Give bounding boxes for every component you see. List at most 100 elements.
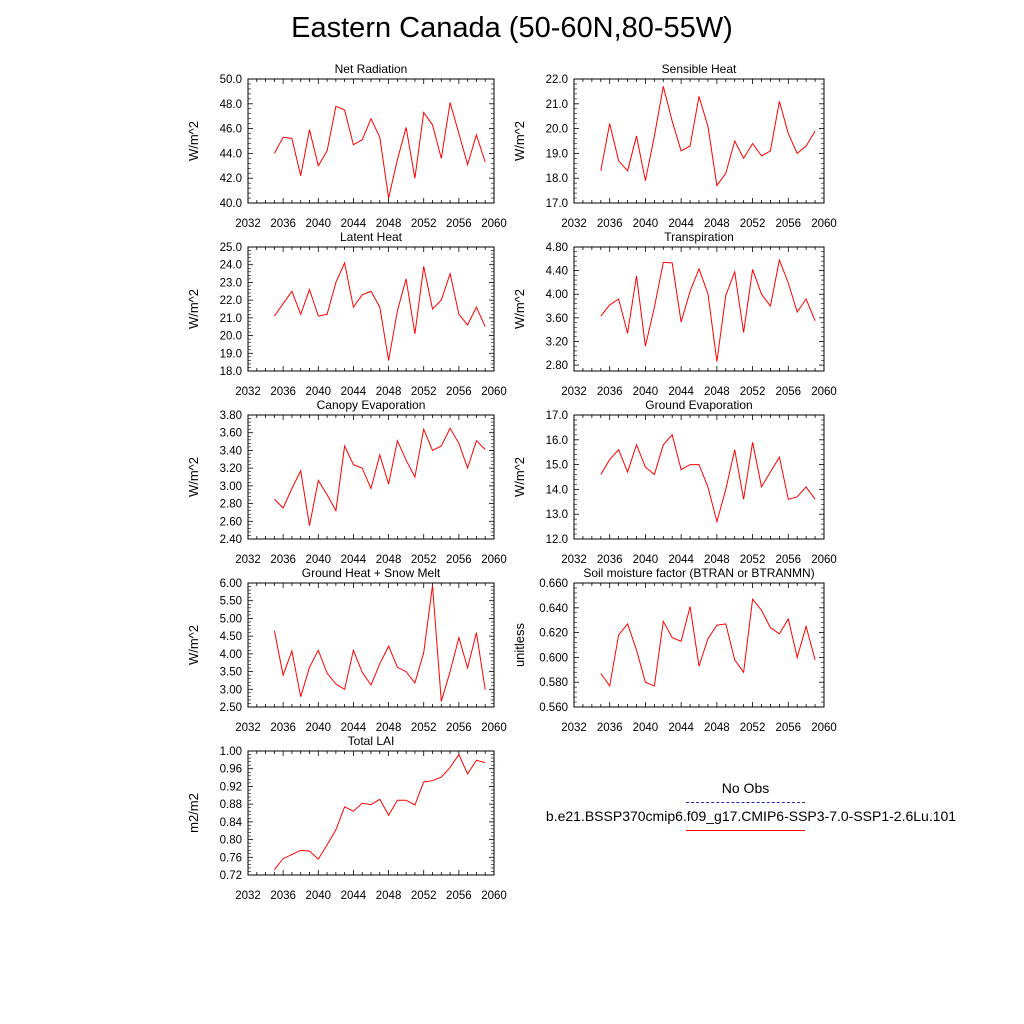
- x-tick-label: 2032: [561, 386, 587, 398]
- x-tick-label: 2044: [341, 554, 367, 566]
- y-tick-label: 0.76: [220, 852, 242, 864]
- chart-panel-3: Latent Heat W/m^2 2032 2036 2040 2044 2048 2052…: [186, 230, 507, 398]
- y-tick-label: 12.0: [546, 534, 568, 546]
- y-tick-label: 4.50: [220, 631, 242, 643]
- y-tick-label: 17.0: [546, 410, 568, 422]
- x-tick-label: 2048: [376, 218, 402, 230]
- y-tick-label: 0.72: [220, 870, 242, 882]
- plot-frame: [247, 750, 495, 876]
- y-tick-label: 0.640: [539, 603, 568, 615]
- x-tick-label: 2052: [740, 722, 766, 734]
- x-tick-label: 2036: [597, 386, 623, 398]
- series-line: [273, 102, 486, 199]
- y-tick-label: 13.0: [546, 509, 568, 521]
- y-tick-label: 0.660: [539, 578, 568, 590]
- y-tick-label: 3.00: [220, 684, 242, 696]
- plot-frame: [573, 414, 825, 540]
- y-tick-label: 23.0: [220, 277, 242, 289]
- x-tick-label: 2060: [811, 554, 837, 566]
- x-tick-label: 2036: [597, 554, 623, 566]
- x-tick-label: 2048: [704, 218, 730, 230]
- x-tick-label: 2032: [235, 386, 261, 398]
- y-axis-label: W/m^2: [512, 121, 527, 161]
- y-tick-label: 5.00: [220, 613, 242, 625]
- x-tick-label: 2060: [811, 722, 837, 734]
- chart-panel-9: Total LAI m2/m2 2032 2036 2040 2044 2048 2052 20…: [186, 734, 507, 902]
- legend-case-label: b.e21.BSSP370cmip6.f09_g17.CMIP6-SSP3-7.…: [545, 808, 957, 824]
- x-tick-label: 2036: [597, 218, 623, 230]
- y-axis-label: W/m^2: [512, 457, 527, 497]
- x-tick-label: 2032: [561, 554, 587, 566]
- series-line: [273, 585, 486, 702]
- series-line: [600, 597, 816, 688]
- y-tick-label: 3.40: [220, 445, 242, 457]
- plot-frame: [247, 78, 495, 204]
- y-tick-label: 0.96: [220, 764, 242, 776]
- x-tick-label: 2048: [704, 554, 730, 566]
- x-tick-label: 2040: [633, 386, 659, 398]
- y-tick-label: 46.0: [220, 124, 242, 136]
- y-tick-label: 21.0: [546, 99, 568, 111]
- x-tick-label: 2036: [270, 722, 296, 734]
- series-line: [274, 427, 486, 526]
- y-axis-label: W/m^2: [186, 121, 201, 161]
- y-tick-label: 14.0: [546, 484, 568, 496]
- x-tick-label: 2060: [481, 554, 507, 566]
- series-line: [273, 261, 486, 361]
- x-tick-label: 2048: [376, 554, 402, 566]
- y-tick-label: 0.580: [539, 677, 568, 689]
- y-axis-label: W/m^2: [186, 625, 201, 665]
- y-tick-label: 50.0: [220, 74, 242, 86]
- legend-obs-label: No Obs: [721, 780, 770, 796]
- x-tick-label: 2048: [704, 386, 730, 398]
- x-tick-label: 2040: [305, 554, 331, 566]
- x-tick-label: 2052: [740, 386, 766, 398]
- x-tick-label: 2036: [270, 386, 296, 398]
- legend-obs-line: [686, 802, 805, 803]
- y-tick-label: 0.92: [220, 781, 242, 793]
- y-tick-label: 22.0: [220, 295, 242, 307]
- y-tick-label: 44.0: [220, 148, 242, 160]
- y-tick-label: 4.40: [546, 266, 568, 278]
- y-tick-label: 18.0: [220, 366, 242, 378]
- plot-frame: [247, 414, 495, 540]
- series-line: [274, 753, 486, 871]
- y-tick-label: 0.600: [539, 652, 568, 664]
- x-tick-label: 2056: [775, 554, 801, 566]
- chart-panel-5: Canopy Evaporation W/m^2 2032 2036 2040 2044 2…: [186, 398, 507, 566]
- y-tick-label: 19.0: [220, 348, 242, 360]
- chart-panel-4: Transpiration W/m^2 2032 2036 2040 2044 2048 20…: [512, 230, 837, 398]
- x-tick-label: 2036: [270, 890, 296, 902]
- series-line: [600, 258, 816, 362]
- x-tick-label: 2032: [561, 218, 587, 230]
- y-tick-label: 3.00: [220, 481, 242, 493]
- page-title: Eastern Canada (50-60N,80-55W): [291, 12, 733, 44]
- y-tick-label: 17.0: [546, 198, 568, 210]
- series-line: [600, 86, 816, 187]
- x-tick-label: 2040: [633, 554, 659, 566]
- chart-panel-2: Sensible Heat W/m^2 2032 2036 2040 2044 2048 20…: [512, 62, 837, 230]
- y-tick-label: 6.00: [220, 578, 242, 590]
- x-tick-label: 2060: [481, 218, 507, 230]
- x-tick-label: 2052: [411, 722, 437, 734]
- y-tick-label: 42.0: [220, 173, 242, 185]
- series-line: [600, 433, 816, 524]
- chart-panel-7: Ground Heat + Snow Melt W/m^2 2032 2036 2040…: [186, 566, 507, 734]
- x-tick-label: 2060: [811, 218, 837, 230]
- y-tick-label: 15.0: [546, 460, 568, 472]
- x-tick-label: 2056: [446, 554, 472, 566]
- x-tick-label: 2044: [341, 722, 367, 734]
- y-tick-label: 3.60: [546, 313, 568, 325]
- panel-title: Ground Heat + Snow Melt: [302, 566, 441, 580]
- x-tick-label: 2048: [376, 722, 402, 734]
- x-tick-label: 2044: [341, 386, 367, 398]
- y-tick-label: 3.20: [220, 463, 242, 475]
- x-tick-label: 2048: [376, 890, 402, 902]
- y-axis-label: m2/m2: [186, 793, 201, 833]
- x-tick-label: 2044: [341, 890, 367, 902]
- y-tick-label: 3.60: [220, 428, 242, 440]
- x-tick-label: 2056: [446, 890, 472, 902]
- y-tick-label: 1.00: [220, 746, 242, 758]
- x-tick-label: 2032: [235, 554, 261, 566]
